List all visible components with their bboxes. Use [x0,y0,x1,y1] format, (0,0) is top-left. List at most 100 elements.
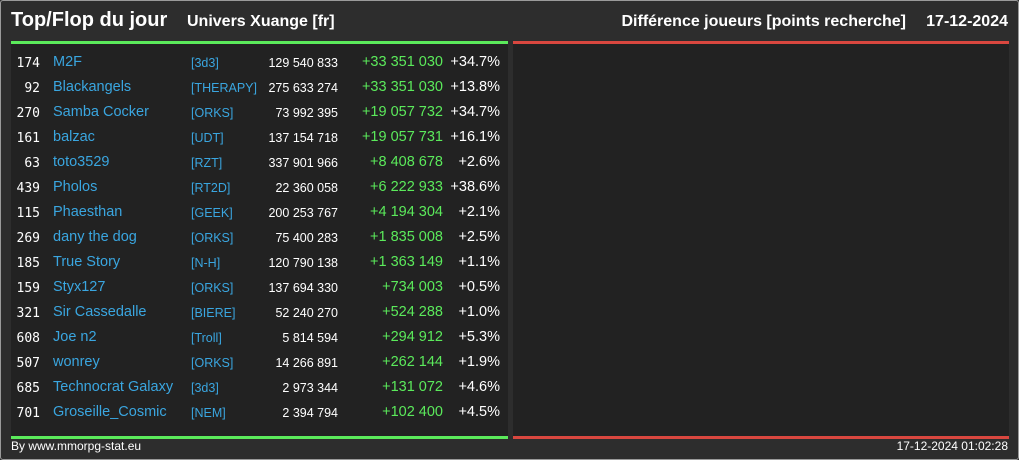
player-rank: 270 [16,106,40,121]
table-row: 115 Phaesthan [GEEK] 200 253 767 +4 194 304 +… [11,201,508,226]
player-points: 2 394 794 [282,406,338,420]
page-title: Top/Flop du jour [11,9,168,31]
points-difference: +33 351 030 [361,79,443,95]
percent-change: +1.1% [458,254,500,270]
points-difference: +262 144 [382,354,443,370]
table-row: 608 Joe n2 [Troll] 5 814 594 +294 912 +5.3% [11,326,508,351]
table-row: 159 Styx127 [ORKS] 137 694 330 +734 003 +0.5% [11,276,508,301]
player-name-link[interactable]: Blackangels [53,79,132,95]
player-rank: 161 [16,131,40,146]
table-row: 507 wonrey [ORKS] 14 266 891 +262 144 +1.9% [11,351,508,376]
player-name-link[interactable]: Phaesthan [53,204,123,220]
points-difference: +19 057 732 [361,104,443,120]
player-points: 137 694 330 [268,281,338,295]
alliance-tag-link[interactable]: [THERAPY] [191,81,257,95]
top-players-panel: 174 M2F [3d3] 129 540 833 +33 351 030 +34.7% 9… [11,41,508,439]
date-label: 17-12-2024 [926,13,1008,30]
percent-change: +34.7% [450,104,500,120]
alliance-tag-link[interactable]: [N-H] [191,256,221,270]
player-name-link[interactable]: Groseille_Cosmic [53,404,167,420]
player-points: 129 540 833 [268,56,338,70]
percent-change: +2.6% [458,154,500,170]
table-row: 269 dany the dog [ORKS] 75 400 283 +1 835 00… [11,226,508,251]
table-row: 439 Pholos [RT2D] 22 360 058 +6 222 933 +38.6… [11,176,508,201]
player-name-link[interactable]: wonrey [53,354,100,370]
player-rank: 439 [16,181,40,196]
alliance-tag-link[interactable]: [ORKS] [191,281,234,295]
player-name-link[interactable]: dany the dog [53,229,137,245]
alliance-tag-link[interactable]: [Troll] [191,331,222,345]
percent-change: +2.5% [458,229,500,245]
player-rank: 174 [16,56,40,71]
points-difference: +1 363 149 [370,254,443,270]
player-points: 52 240 270 [275,306,338,320]
player-points: 75 400 283 [275,231,338,245]
player-rank: 701 [16,406,40,421]
header: Top/Flop du jour Univers Xuange [fr] Dif… [1,1,1018,41]
percent-change: +4.6% [458,379,500,395]
alliance-tag-link[interactable]: [RZT] [191,156,223,170]
table-row: 685 Technocrat Galaxy [3d3] 2 973 344 +131 0… [11,376,508,401]
alliance-tag-link[interactable]: [GEEK] [191,206,233,220]
table-row: 270 Samba Cocker [ORKS] 73 992 395 +19 057 7… [11,101,508,126]
flop-players-panel [513,41,1009,439]
metric-label: Différence joueurs [points recherche] [621,13,906,30]
player-rank: 269 [16,231,40,246]
player-name-link[interactable]: Sir Cassedalle [53,304,147,320]
table-row: 701 Groseille_Cosmic [NEM] 2 394 794 +102 40… [11,401,508,426]
alliance-tag-link[interactable]: [RT2D] [191,181,231,195]
player-rank: 115 [16,206,40,221]
player-rank: 185 [16,256,40,271]
player-name-link[interactable]: Pholos [53,179,98,195]
player-name-link[interactable]: balzac [53,129,95,145]
player-rank: 159 [16,281,40,296]
player-points: 14 266 891 [275,356,338,370]
points-difference: +131 072 [382,379,443,395]
points-difference: +33 351 030 [361,54,443,70]
player-name-link[interactable]: Joe n2 [53,329,97,345]
alliance-tag-link[interactable]: [ORKS] [191,106,234,120]
alliance-tag-link[interactable]: [3d3] [191,56,219,70]
percent-change: +0.5% [458,279,500,295]
player-name-link[interactable]: Technocrat Galaxy [53,379,174,395]
alliance-tag-link[interactable]: [ORKS] [191,231,234,245]
percent-change: +4.5% [458,404,500,420]
alliance-tag-link[interactable]: [BIERE] [191,306,236,320]
footer-timestamp: 17-12-2024 01:02:28 [896,439,1008,453]
table-row: 174 M2F [3d3] 129 540 833 +33 351 030 +34.7% [11,51,508,76]
points-difference: +19 057 731 [361,129,443,145]
player-points: 337 901 966 [268,156,338,170]
footer-source: By www.mmorpg-stat.eu [11,439,142,453]
player-name-link[interactable]: Styx127 [53,279,106,295]
player-points: 2 973 344 [282,381,338,395]
percent-change: +1.0% [458,304,500,320]
player-rank: 507 [16,356,40,371]
player-points: 22 360 058 [275,181,338,195]
points-difference: +4 194 304 [370,204,443,220]
player-name-link[interactable]: M2F [53,54,82,70]
alliance-tag-link[interactable]: [NEM] [191,406,226,420]
table-row: 321 Sir Cassedalle [BIERE] 52 240 270 +524 2… [11,301,508,326]
player-points: 5 814 594 [282,331,338,345]
player-name-link[interactable]: toto3529 [53,154,110,170]
alliance-tag-link[interactable]: [ORKS] [191,356,234,370]
alliance-tag-link[interactable]: [3d3] [191,381,219,395]
points-difference: +294 912 [382,329,443,345]
player-name-link[interactable]: True Story [53,254,121,270]
table-row: 63 toto3529 [RZT] 337 901 966 +8 408 678 +2.6… [11,151,508,176]
player-points: 137 154 718 [268,131,338,145]
points-difference: +734 003 [382,279,443,295]
alliance-tag-link[interactable]: [UDT] [191,131,224,145]
player-name-link[interactable]: Samba Cocker [53,104,149,120]
player-points: 73 992 395 [275,106,338,120]
percent-change: +2.1% [458,204,500,220]
player-rank: 92 [24,81,40,96]
points-difference: +524 288 [382,304,443,320]
player-rank: 321 [16,306,40,321]
percent-change: +16.1% [450,129,500,145]
points-difference: +8 408 678 [370,154,443,170]
player-rank: 608 [16,331,40,346]
table-row: 92 Blackangels [THERAPY] 275 633 274 +33 351… [11,76,508,101]
percent-change: +34.7% [450,54,500,70]
